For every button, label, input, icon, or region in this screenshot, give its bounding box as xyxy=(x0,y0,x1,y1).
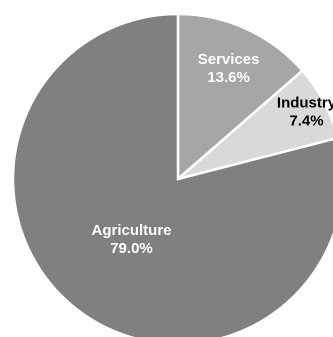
slice-label-services: Services xyxy=(198,51,260,68)
slice-value-agriculture: 79.0% xyxy=(110,240,153,257)
slice-label-agriculture: Agriculture xyxy=(91,222,171,239)
pie-slice-industry xyxy=(177,68,333,181)
pie-slice-agriculture xyxy=(11,12,333,337)
pie-slice-services xyxy=(176,12,305,182)
pie-slices xyxy=(11,12,333,337)
slice-value-industry: 7.4% xyxy=(289,113,323,130)
slice-value-services: 13.6% xyxy=(207,69,250,86)
slice-label-industry: Industry xyxy=(277,95,333,112)
